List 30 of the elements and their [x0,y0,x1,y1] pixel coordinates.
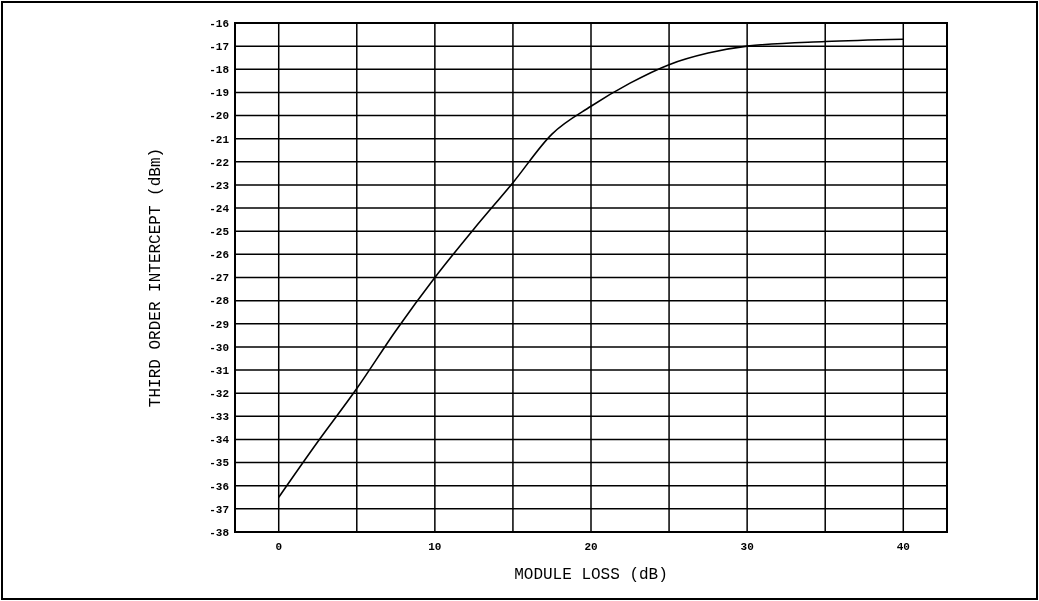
x-tick-label: 10 [428,541,442,553]
x-tick-label: 20 [584,541,598,553]
x-tick-label: 30 [740,541,754,553]
y-tick-label: -34 [209,434,230,447]
y-tick-label: -36 [209,480,229,493]
y-tick-label: -25 [209,226,230,239]
y-tick-label: -30 [209,341,229,354]
y-tick-label: -29 [209,318,229,331]
y-tick-label: -20 [209,110,229,123]
x-axis-title: MODULE LOSS (dB) [514,566,668,584]
y-tick-label: -19 [209,87,229,100]
y-tick-label: -23 [209,179,230,192]
y-tick-label: -16 [209,17,229,30]
y-tick-label: -37 [209,503,229,516]
y-tick-label: -17 [209,40,229,53]
y-tick-label: -21 [209,133,230,146]
y-tick-label: -32 [209,388,229,401]
y-tick-label: -35 [209,457,230,470]
y-tick-label: -22 [209,156,229,169]
y-tick-label: -18 [209,64,230,77]
y-tick-label: -27 [209,272,229,285]
y-tick-label: -26 [209,249,229,262]
y-axis-title: THIRD ORDER INTERCEPT (dBm) [147,147,165,408]
y-tick-label: -28 [209,295,230,308]
y-tick-label: -38 [209,526,230,539]
x-tick-label: 40 [896,541,910,553]
x-tick-label: 0 [275,541,283,553]
y-tick-label: -31 [209,364,230,377]
y-tick-label: -24 [209,202,230,215]
y-tick-label: -33 [209,411,230,424]
